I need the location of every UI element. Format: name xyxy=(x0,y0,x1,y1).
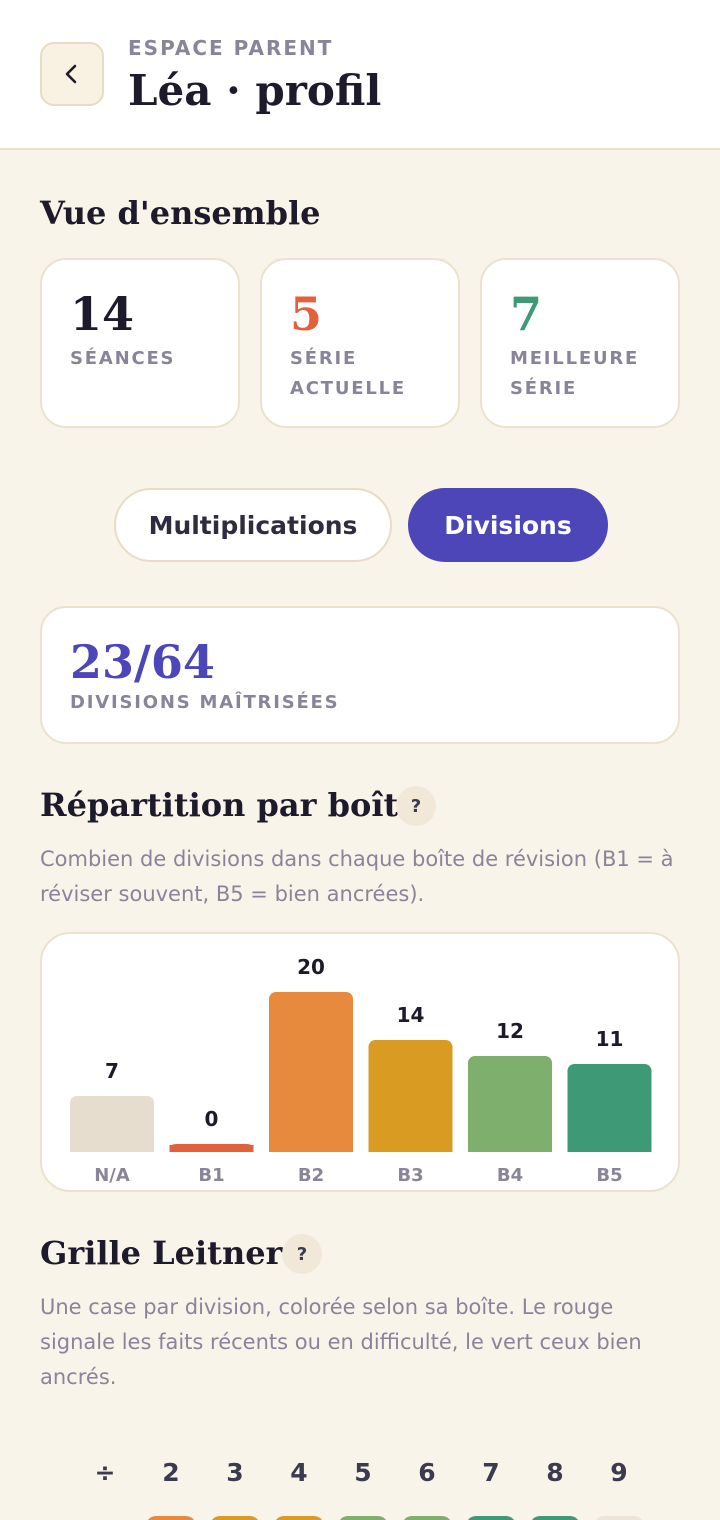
data-label: 0 xyxy=(205,1107,219,1131)
grid-column-header: 7 xyxy=(482,1458,500,1487)
distribution-help-button[interactable]: ? xyxy=(396,786,436,826)
bar-chart-svg: 7 N/A 0 B1 20 B2 14 B3 12 B4 11 B5 xyxy=(70,955,652,1186)
tick-label: B3 xyxy=(397,1165,423,1186)
mastery-card: 23/64 DIVISIONS MAÎTRISÉES xyxy=(40,606,680,744)
tick-label: B4 xyxy=(497,1165,523,1186)
page-title: Léa · profil xyxy=(128,66,382,115)
stat-value: 7 xyxy=(510,287,543,341)
distribution-title: Répartition par boîte xyxy=(40,786,419,824)
leitner-title: Grille Leitner xyxy=(40,1234,283,1272)
stat-label: SÉANCES xyxy=(70,348,176,369)
grid-column-header: 8 xyxy=(546,1458,564,1487)
stat-label: MEILLEURE SÉRIE xyxy=(510,348,640,399)
bar-b4 xyxy=(468,1056,552,1152)
mastery-label: DIVISIONS MAÎTRISÉES xyxy=(70,692,340,713)
stat-value: 5 xyxy=(290,287,323,341)
header-eyebrow: ESPACE PARENT xyxy=(128,36,334,60)
leitner-description: Une case par division, colorée selon sa … xyxy=(40,1295,642,1389)
tab-divisions[interactable]: Divisions xyxy=(408,488,608,562)
chevron-left-icon xyxy=(65,64,77,84)
tick-label: B2 xyxy=(298,1165,324,1186)
grid-cell[interactable] xyxy=(402,1516,452,1520)
data-label: 12 xyxy=(496,1019,524,1043)
stat-card-best-streak: 7 MEILLEURE SÉRIE xyxy=(480,258,680,428)
grid-operator: ÷ xyxy=(94,1458,116,1487)
bar-base-b4 xyxy=(468,1145,552,1152)
grid-cell[interactable] xyxy=(210,1516,260,1520)
grid-column-header: 2 xyxy=(162,1458,180,1487)
bar-b3 xyxy=(368,1040,453,1152)
grid-cell[interactable] xyxy=(146,1516,196,1520)
grid-cell[interactable] xyxy=(466,1516,516,1520)
data-label: 14 xyxy=(397,1003,425,1027)
grid-cell[interactable] xyxy=(530,1516,580,1520)
distribution-description: Combien de divisions dans chaque boîte d… xyxy=(40,847,674,906)
bar-b5 xyxy=(567,1064,652,1152)
bar-base-b2 xyxy=(269,1145,353,1152)
bar-base-b5 xyxy=(567,1145,652,1152)
grid-column-header: 4 xyxy=(290,1458,308,1487)
mastery-value: 23/64 xyxy=(70,635,215,689)
leitner-help-button[interactable]: ? xyxy=(282,1234,322,1274)
grid-cell[interactable] xyxy=(594,1516,644,1520)
tick-label: B5 xyxy=(596,1165,622,1186)
grid-column-header: 5 xyxy=(354,1458,372,1487)
data-label: 20 xyxy=(297,955,325,979)
back-button[interactable] xyxy=(40,42,104,106)
grid-column-header: 6 xyxy=(418,1458,436,1487)
data-label: 7 xyxy=(105,1059,119,1083)
stat-card-current-streak: 5 SÉRIE ACTUELLE xyxy=(260,258,460,428)
grid-cell[interactable] xyxy=(338,1516,388,1520)
tab-multiplications[interactable]: Multiplications xyxy=(114,488,392,562)
grid-cell[interactable] xyxy=(274,1516,324,1520)
tick-label: N/A xyxy=(94,1165,130,1186)
tick-label: B1 xyxy=(198,1165,224,1186)
stat-card-sessions: 14 SÉANCES xyxy=(40,258,240,428)
header: ESPACE PARENT Léa · profil xyxy=(0,0,720,150)
bar-na xyxy=(70,1096,154,1152)
stat-label: SÉRIE ACTUELLE xyxy=(290,348,406,399)
grid-column-header: 9 xyxy=(610,1458,628,1487)
overview-title: Vue d'ensemble xyxy=(40,194,321,232)
bar-base-b3 xyxy=(368,1145,453,1152)
grid-column-header: 3 xyxy=(226,1458,244,1487)
bar-b2 xyxy=(269,992,353,1152)
data-label: 11 xyxy=(596,1027,624,1051)
bar-base-na xyxy=(70,1145,154,1152)
distribution-chart: 7 N/A 0 B1 20 B2 14 B3 12 B4 11 B5 xyxy=(40,932,680,1192)
stat-value: 14 xyxy=(70,287,135,341)
bar-base-b1 xyxy=(169,1145,254,1152)
